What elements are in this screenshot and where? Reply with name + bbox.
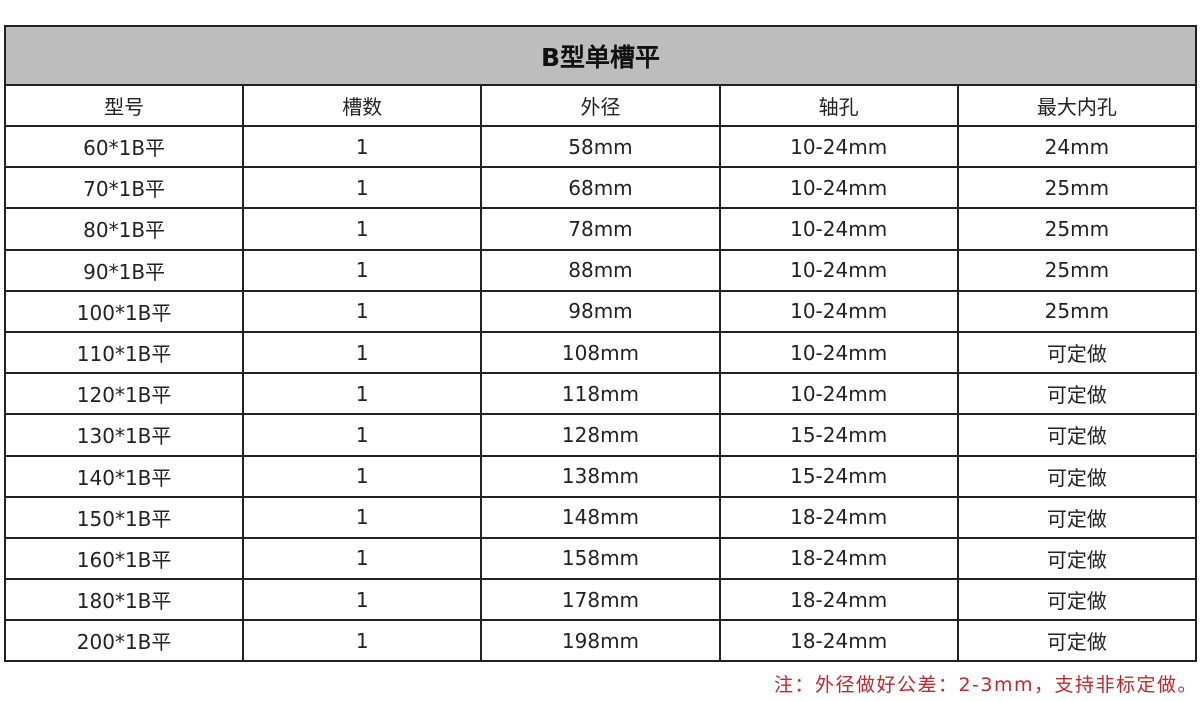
cell-groove-count: 1: [242, 124, 483, 169]
cell-shaft-bore: 10-24mm: [718, 330, 959, 375]
cell-outer-diameter: 118mm: [480, 372, 721, 416]
column-header: 槽数: [242, 84, 483, 127]
cell-max-inner-bore: 可定做: [956, 330, 1198, 375]
cell-outer-diameter: 198mm: [480, 619, 721, 663]
table-row: 60*1B平 1 58mm 10-24mm 24mm: [3, 124, 1198, 169]
cell-shaft-bore: 15-24mm: [718, 454, 959, 498]
column-header: 型号: [3, 84, 245, 127]
cell-shaft-bore: 10-24mm: [718, 289, 959, 333]
footnote: 注：外径做好公差：2-3mm，支持非标定做。: [773, 674, 1198, 696]
cell-groove-count: 1: [242, 619, 483, 663]
cell-model: 150*1B平: [3, 495, 245, 539]
cell-model: 100*1B平: [3, 289, 245, 333]
table-row: 180*1B平 1 178mm 18-24mm 可定做: [3, 578, 1198, 622]
cell-shaft-bore: 18-24mm: [718, 495, 959, 539]
cell-groove-count: 1: [242, 413, 483, 457]
column-header: 轴孔: [718, 84, 959, 127]
cell-shaft-bore: 18-24mm: [718, 578, 959, 622]
table-row: 110*1B平 1 108mm 10-24mm 可定做: [3, 330, 1198, 375]
cell-shaft-bore: 10-24mm: [718, 248, 959, 292]
cell-model: 80*1B平: [3, 207, 245, 251]
cell-shaft-bore: 18-24mm: [718, 619, 959, 663]
cell-groove-count: 1: [242, 207, 483, 251]
cell-outer-diameter: 58mm: [480, 124, 721, 169]
cell-groove-count: 1: [242, 289, 483, 333]
title-row: B型单槽平: [4, 25, 1197, 86]
cell-outer-diameter: 68mm: [480, 166, 721, 210]
table-title: B型单槽平: [4, 25, 1197, 86]
table-row: 150*1B平 1 148mm 18-24mm 可定做: [3, 495, 1198, 539]
cell-shaft-bore: 15-24mm: [718, 413, 959, 457]
cell-shaft-bore: 18-24mm: [718, 536, 959, 581]
cell-model: 200*1B平: [3, 619, 245, 663]
cell-max-inner-bore: 25mm: [956, 289, 1198, 333]
cell-max-inner-bore: 可定做: [956, 495, 1198, 539]
table-row: 160*1B平 1 158mm 18-24mm 可定做: [3, 536, 1198, 581]
cell-max-inner-bore: 25mm: [956, 166, 1198, 210]
cell-outer-diameter: 148mm: [480, 495, 721, 539]
cell-model: 90*1B平: [3, 248, 245, 292]
table-row: 90*1B平 1 88mm 10-24mm 25mm: [3, 248, 1198, 292]
cell-max-inner-bore: 25mm: [956, 207, 1198, 251]
header-row: 型号 槽数 外径 轴孔 最大内孔: [3, 84, 1198, 127]
table-row: 80*1B平 1 78mm 10-24mm 25mm: [3, 207, 1198, 251]
cell-max-inner-bore: 可定做: [956, 578, 1198, 622]
cell-outer-diameter: 178mm: [480, 578, 721, 622]
cell-model: 110*1B平: [3, 330, 245, 375]
table-row: 120*1B平 1 118mm 10-24mm 可定做: [3, 372, 1198, 416]
cell-outer-diameter: 108mm: [480, 330, 721, 375]
cell-max-inner-bore: 可定做: [956, 413, 1198, 457]
cell-outer-diameter: 158mm: [480, 536, 721, 581]
table-row: 130*1B平 1 128mm 15-24mm 可定做: [3, 413, 1198, 457]
cell-model: 60*1B平: [3, 124, 245, 169]
table-row: 100*1B平 1 98mm 10-24mm 25mm: [3, 289, 1198, 333]
cell-max-inner-bore: 可定做: [956, 619, 1198, 663]
cell-outer-diameter: 98mm: [480, 289, 721, 333]
cell-model: 140*1B平: [3, 454, 245, 498]
column-header: 最大内孔: [956, 84, 1198, 127]
cell-groove-count: 1: [242, 495, 483, 539]
cell-model: 120*1B平: [3, 372, 245, 416]
table-row: 200*1B平 1 198mm 18-24mm 可定做: [3, 619, 1198, 663]
cell-groove-count: 1: [242, 248, 483, 292]
cell-groove-count: 1: [242, 330, 483, 375]
cell-max-inner-bore: 可定做: [956, 372, 1198, 416]
cell-model: 180*1B平: [3, 578, 245, 622]
cell-outer-diameter: 88mm: [480, 248, 721, 292]
cell-outer-diameter: 138mm: [480, 454, 721, 498]
column-header: 外径: [480, 84, 721, 127]
cell-groove-count: 1: [242, 166, 483, 210]
cell-shaft-bore: 10-24mm: [718, 166, 959, 210]
cell-outer-diameter: 78mm: [480, 207, 721, 251]
spec-table: B型单槽平 型号 槽数 外径 轴孔 最大内孔 60*1B平 1 58mm 10-24m…: [3, 25, 1198, 663]
cell-groove-count: 1: [242, 536, 483, 581]
table-row: 70*1B平 1 68mm 10-24mm 25mm: [3, 166, 1198, 210]
cell-groove-count: 1: [242, 578, 483, 622]
cell-max-inner-bore: 可定做: [956, 454, 1198, 498]
cell-max-inner-bore: 24mm: [956, 124, 1198, 169]
table-row: 140*1B平 1 138mm 15-24mm 可定做: [3, 454, 1198, 498]
cell-model: 130*1B平: [3, 413, 245, 457]
cell-shaft-bore: 10-24mm: [718, 372, 959, 416]
cell-shaft-bore: 10-24mm: [718, 124, 959, 169]
cell-model: 70*1B平: [3, 166, 245, 210]
cell-shaft-bore: 10-24mm: [718, 207, 959, 251]
cell-model: 160*1B平: [3, 536, 245, 581]
cell-max-inner-bore: 可定做: [956, 536, 1198, 581]
cell-groove-count: 1: [242, 454, 483, 498]
cell-max-inner-bore: 25mm: [956, 248, 1198, 292]
cell-groove-count: 1: [242, 372, 483, 416]
cell-outer-diameter: 128mm: [480, 413, 721, 457]
